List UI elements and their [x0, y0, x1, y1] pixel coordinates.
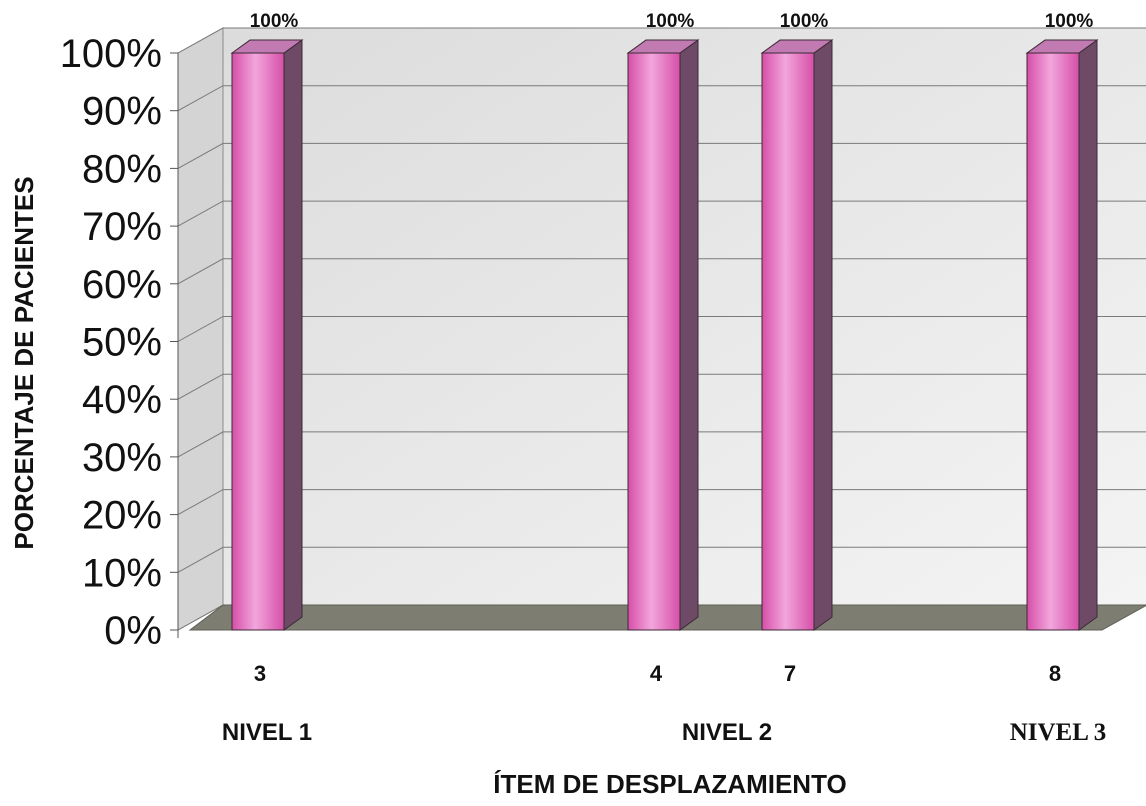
data-label: 100% — [250, 11, 299, 32]
bar-front — [627, 52, 681, 631]
x-axis-groups: NIVEL 1 NIVEL 2 NIVEL 3 — [222, 719, 1106, 746]
gridline — [177, 85, 1146, 112]
y-tick-label: 30% — [82, 436, 162, 480]
gridline — [177, 373, 1146, 400]
group-label: NIVEL 1 — [222, 719, 312, 746]
bar-side — [679, 39, 699, 631]
bar-front — [1026, 52, 1080, 631]
data-label: 100% — [646, 11, 695, 32]
bar-side — [813, 39, 833, 631]
y-tick-label: 50% — [82, 321, 162, 365]
gridline — [177, 316, 1146, 342]
y-tick-label: 100% — [60, 32, 162, 76]
bar-front — [231, 52, 285, 631]
category-label: 8 — [1049, 661, 1061, 686]
y-tick-label: 0% — [104, 609, 162, 653]
category-label: 4 — [650, 661, 663, 686]
gridline — [177, 489, 1146, 516]
y-tick-label: 90% — [82, 90, 162, 134]
y-axis-title: PORCENTAJE DE PACIENTES — [9, 176, 39, 549]
x-axis-title: ÍTEM DE DESPLAZAMIENTO — [493, 769, 846, 799]
y-tick-label: 40% — [82, 378, 162, 422]
category-label: 7 — [784, 661, 796, 686]
y-tick-label: 10% — [82, 551, 162, 595]
y-tick-label: 20% — [82, 494, 162, 538]
data-label: 100% — [780, 11, 829, 32]
category-label: 3 — [254, 661, 266, 686]
group-label: NIVEL 2 — [682, 719, 772, 746]
gridline — [177, 142, 1146, 169]
bar-side — [1078, 39, 1098, 631]
gridline — [177, 431, 1146, 458]
data-label: 100% — [1045, 11, 1094, 32]
y-tick-label: 80% — [82, 147, 162, 191]
y-tick-label: 70% — [82, 205, 162, 249]
gridline — [177, 258, 1146, 285]
gridline — [177, 546, 1146, 573]
bar — [760, 39, 834, 631]
gridline — [177, 200, 1146, 227]
group-label: NIVEL 3 — [1010, 719, 1107, 746]
bar — [230, 39, 304, 631]
y-axis-ticks: 0% 10% 20% 30% 40% 50% 60% 70% 80% 90% 100% — [60, 32, 178, 653]
bars: 100% 100% 100% 100% — [230, 11, 1099, 631]
bar-side — [283, 39, 303, 631]
gridline — [177, 27, 1146, 54]
bar-front — [761, 52, 815, 631]
bar — [626, 39, 700, 631]
y-tick-label: 60% — [82, 263, 162, 307]
x-axis-categories: 3 4 7 8 — [254, 661, 1061, 686]
bar — [1025, 39, 1099, 631]
